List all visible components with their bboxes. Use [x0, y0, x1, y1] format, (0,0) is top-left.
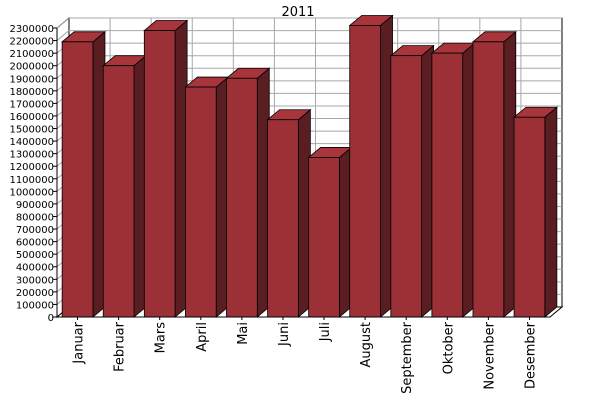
bar-april: [184, 76, 230, 318]
bar-januar: [61, 30, 107, 318]
x-tick-label: Juli: [318, 322, 333, 342]
y-tick-label: 1600000: [9, 112, 54, 123]
y-tick-label: 500000: [16, 250, 54, 261]
y-tick-label: 1800000: [9, 87, 54, 98]
x-tick-label: April: [195, 322, 210, 352]
x-tick-label: August: [359, 322, 374, 368]
y-tick-label: 2100000: [9, 49, 54, 60]
y-tick-label: 1000000: [9, 187, 54, 198]
bar-front: [513, 116, 546, 318]
y-tick-label: 1500000: [9, 125, 54, 136]
x-tick-label: Oktober: [441, 321, 456, 374]
bar-oktober: [430, 42, 476, 318]
bar-front: [349, 25, 381, 318]
bar-august: [348, 14, 394, 318]
bar-november: [471, 30, 517, 318]
bars: [61, 14, 558, 318]
bar-front: [102, 65, 135, 318]
bar-front: [472, 41, 505, 318]
bar-juni: [266, 108, 312, 318]
bar-september: [389, 44, 435, 318]
x-tick-label: Februar: [113, 321, 128, 372]
y-tick-label: 600000: [16, 238, 54, 249]
chart-title: 2011: [281, 5, 314, 20]
y-tick-label: 800000: [16, 212, 54, 223]
y-tick-label: 2000000: [9, 62, 54, 73]
y-tick-label: 300000: [16, 275, 54, 286]
y-tick-label: 200000: [16, 288, 54, 299]
x-tick-label: September: [400, 321, 415, 394]
grid-line-depth: [56, 17, 70, 29]
x-tick-label: Januar: [72, 321, 87, 364]
x-tick-label: Mars: [154, 322, 169, 354]
y-tick-label: 0: [48, 313, 54, 324]
bar-mars: [143, 19, 189, 318]
x-axis: Januar Februar Mars April Mai Juni Juli August S…: [57, 316, 550, 394]
y-tick-label: 1900000: [9, 74, 54, 85]
x-tick-label: Juni: [277, 322, 292, 347]
x-tick-label: Desember: [523, 321, 538, 389]
bar-mai: [225, 67, 271, 318]
y-tick-label: 1400000: [9, 137, 54, 148]
y-tick-label: 2200000: [9, 37, 54, 48]
y-tick-label: 2300000: [9, 24, 54, 35]
y-tick-label: 900000: [16, 200, 54, 211]
y-tick-label: 1100000: [9, 175, 54, 186]
bar-front: [390, 55, 423, 318]
bar-front: [143, 30, 176, 318]
bar-front: [267, 119, 299, 318]
bar-side: [544, 106, 558, 318]
bar-februar: [102, 54, 148, 318]
bar-desember: [512, 106, 558, 318]
y-tick-label: 1300000: [9, 150, 54, 161]
x-tick-label: November: [482, 321, 497, 389]
bar-front: [61, 41, 94, 318]
bar-front: [184, 86, 217, 318]
bar-front: [308, 157, 340, 318]
y-tick-label: 1200000: [9, 162, 54, 173]
grid-line-depth: [56, 30, 70, 41]
y-tick-label: 1700000: [9, 99, 54, 110]
x-tick-label: Mai: [236, 322, 251, 345]
bar-front: [431, 52, 464, 318]
bar-juli: [307, 146, 353, 318]
y-tick-label: 100000: [16, 300, 54, 311]
y-tick-label: 400000: [16, 263, 54, 274]
y-tick-label: 700000: [16, 225, 54, 236]
bar-front: [226, 77, 258, 318]
